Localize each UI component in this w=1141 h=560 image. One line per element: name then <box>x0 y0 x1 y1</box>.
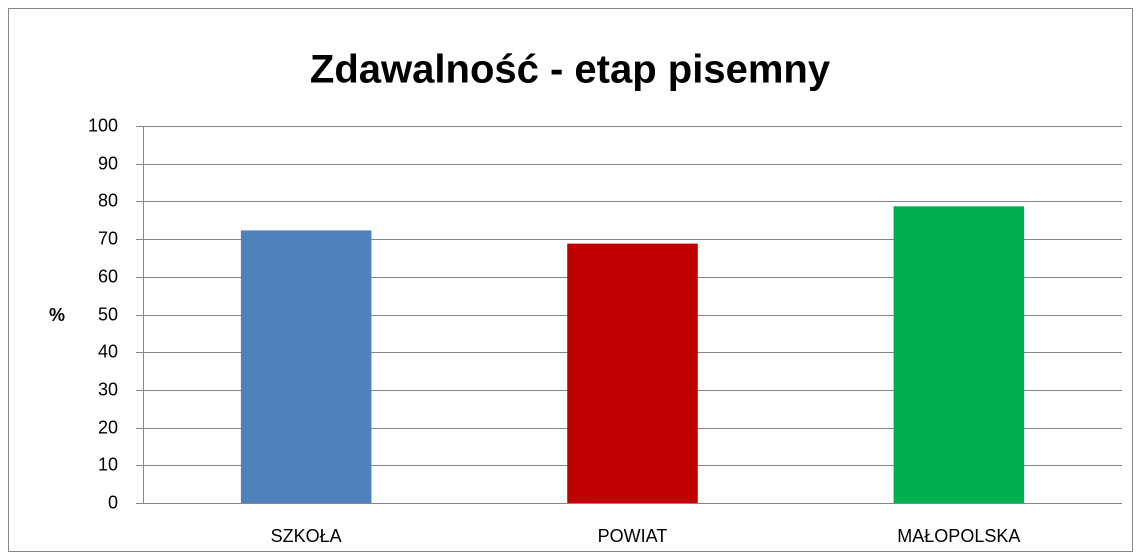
y-tick-label: 100 <box>88 115 118 135</box>
y-tick-label: 70 <box>98 228 118 248</box>
x-tick-label: SZKOŁA <box>271 526 342 546</box>
y-tick-label: 40 <box>98 341 118 361</box>
bar <box>567 243 698 503</box>
chart-title: Zdawalność - etap pisemny <box>310 48 831 92</box>
bar <box>893 206 1025 503</box>
y-tick-label: 80 <box>98 190 118 210</box>
bar <box>240 230 372 503</box>
y-tick-label: 50 <box>98 304 118 324</box>
y-tick-label: 90 <box>98 153 118 173</box>
x-tick-label: POWIAT <box>598 526 668 546</box>
x-tick-label: MAŁOPOLSKA <box>897 526 1020 546</box>
y-tick-label: 30 <box>98 379 118 399</box>
y-tick-label: 0 <box>108 492 118 512</box>
y-tick-label: 60 <box>98 266 118 286</box>
y-tick-label: 10 <box>98 454 118 474</box>
y-tick-label: 20 <box>98 417 118 437</box>
y-axis-label: % <box>49 305 65 325</box>
